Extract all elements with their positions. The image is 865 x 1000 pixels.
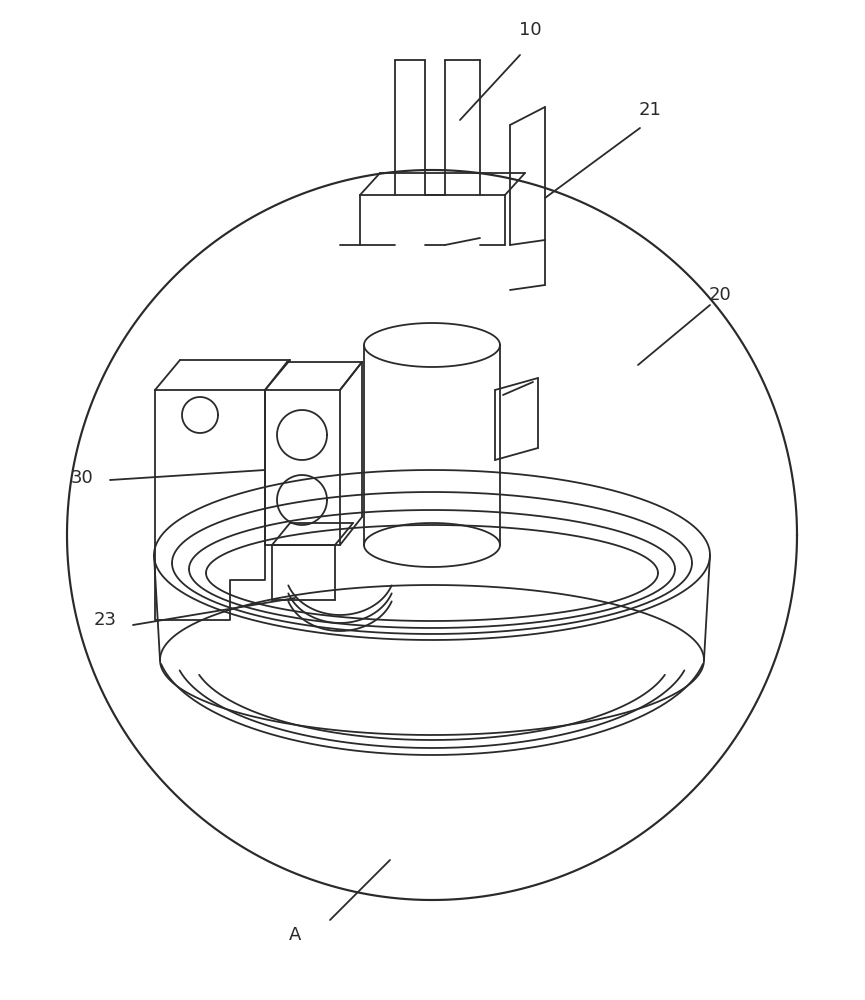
Text: 23: 23 bbox=[93, 611, 117, 629]
Text: 21: 21 bbox=[638, 101, 662, 119]
Text: 10: 10 bbox=[519, 21, 541, 39]
Text: 20: 20 bbox=[708, 286, 732, 304]
Text: A: A bbox=[289, 926, 301, 944]
Text: 30: 30 bbox=[71, 469, 93, 487]
